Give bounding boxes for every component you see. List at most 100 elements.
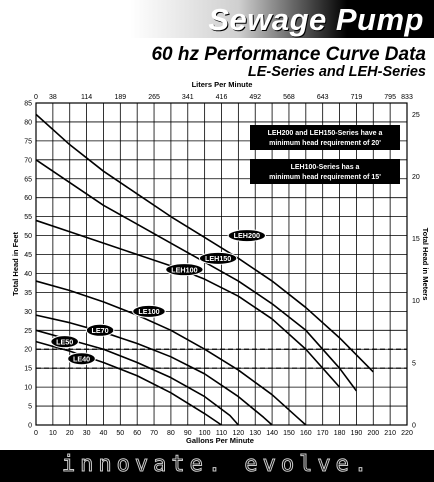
page-title: Sewage Pump bbox=[208, 2, 424, 37]
x-tick-150: 150 bbox=[283, 430, 295, 437]
y-tick-40: 40 bbox=[24, 271, 32, 278]
x2-tick-719: 719 bbox=[351, 94, 363, 101]
y-tick-30: 30 bbox=[24, 309, 32, 316]
x2-tick-341: 341 bbox=[182, 94, 194, 101]
series-line-le100 bbox=[35, 280, 307, 426]
series-badge-le40 bbox=[67, 352, 96, 366]
series-line-le40 bbox=[35, 340, 222, 426]
x2-tick-189: 189 bbox=[114, 94, 126, 101]
series-label-le100: LE100 bbox=[138, 307, 159, 316]
x-tick-110: 110 bbox=[216, 430, 227, 437]
y-tick-15: 15 bbox=[24, 366, 32, 373]
y2-tick-20: 20 bbox=[412, 174, 420, 181]
footer-tagline: innovate. evolve. bbox=[61, 452, 373, 478]
x-tick-80: 80 bbox=[167, 430, 175, 437]
y-tick-25: 25 bbox=[24, 328, 32, 335]
y-tick-5: 5 bbox=[28, 404, 32, 411]
x2-tick-568: 568 bbox=[283, 94, 295, 101]
performance-curve-chart: 0 10 20 30 40 50 60 70 80 90 100 110 120 130 140 150 160… bbox=[11, 80, 430, 445]
chart-subtitle: 60 hz Performance Curve Data bbox=[151, 44, 426, 65]
y-tick-70: 70 bbox=[24, 157, 32, 164]
x-tick-labels: 0 10 20 30 40 50 60 70 80 90 100 110 120 130 140 150 160… bbox=[34, 430, 413, 437]
note-2-line-1: LEH100-Series has a bbox=[291, 164, 360, 171]
y-tick-55: 55 bbox=[24, 214, 32, 221]
footer-bar bbox=[0, 450, 434, 482]
y-tick-20: 20 bbox=[24, 347, 32, 354]
x2-tick-114: 114 bbox=[81, 94, 92, 101]
y-tick-75: 75 bbox=[24, 138, 32, 145]
note-box-leh100: LEH100-Series has a minimum head require… bbox=[250, 159, 400, 184]
grid bbox=[35, 102, 408, 426]
x-tick-140: 140 bbox=[266, 430, 278, 437]
y-tick-50: 50 bbox=[24, 233, 32, 240]
x-tick-90: 90 bbox=[184, 430, 192, 437]
y2-tick-5: 5 bbox=[412, 360, 416, 367]
series-label-le70: LE70 bbox=[91, 326, 108, 335]
x-tick-200: 200 bbox=[367, 430, 379, 437]
y2-tick-25: 25 bbox=[412, 112, 420, 119]
note-2-line-2: minimum head requirement of 15' bbox=[269, 174, 381, 181]
y2-tick-15: 15 bbox=[412, 236, 420, 243]
x-tick-70: 70 bbox=[150, 430, 158, 437]
x2-tick-643: 643 bbox=[317, 94, 329, 101]
y2-tick-labels: 0 5 10 15 20 25 bbox=[412, 112, 420, 430]
plot-frame bbox=[35, 102, 408, 426]
x-tick-10: 10 bbox=[49, 430, 57, 437]
x-tick-180: 180 bbox=[334, 430, 346, 437]
x-tick-60: 60 bbox=[133, 430, 141, 437]
x2-tick-416: 416 bbox=[216, 94, 228, 101]
note-box-leh200-leh150: LEH200 and LEH150-Series have a minimum … bbox=[250, 125, 400, 150]
x2-tick-795: 795 bbox=[384, 94, 396, 101]
series-label-le40: LE40 bbox=[73, 354, 90, 363]
x-tick-130: 130 bbox=[249, 430, 261, 437]
x-tick-20: 20 bbox=[66, 430, 74, 437]
x-tick-220: 220 bbox=[401, 430, 413, 437]
series-badge-leh100 bbox=[165, 263, 204, 277]
x2-tick-265: 265 bbox=[148, 94, 160, 101]
reference-lines bbox=[36, 348, 407, 369]
note-1-line-2: minimum head requirement of 20' bbox=[269, 140, 381, 147]
x2-tick-833: 833 bbox=[401, 94, 413, 101]
y-tick-35: 35 bbox=[24, 290, 32, 297]
y-axis-label: Total Head in Feet bbox=[11, 231, 20, 296]
y2-axis-label: Total Head in Meters bbox=[421, 228, 430, 301]
series-badge-leh150 bbox=[198, 251, 238, 265]
x-tick-160: 160 bbox=[300, 430, 312, 437]
series-line-le70 bbox=[35, 314, 273, 426]
x-tick-100: 100 bbox=[199, 430, 211, 437]
y2-tick-0: 0 bbox=[412, 423, 416, 430]
title-banner: Sewage Pump bbox=[0, 0, 434, 38]
series-label-le50: LE50 bbox=[56, 337, 73, 346]
y-tick-labels: 0 5 10 15 20 25 30 35 40 45 50 55 60 65 70 75 80 85 bbox=[24, 101, 32, 430]
x-tick-190: 190 bbox=[351, 430, 363, 437]
x-tick-50: 50 bbox=[116, 430, 124, 437]
series-badge-le70 bbox=[85, 323, 115, 337]
x-tick-120: 120 bbox=[233, 430, 245, 437]
series-line-leh200 bbox=[35, 113, 374, 373]
x-tick-40: 40 bbox=[100, 430, 108, 437]
series-badge-leh200 bbox=[227, 229, 266, 243]
x-tick-210: 210 bbox=[384, 430, 396, 437]
series-label-leh150: LEH150 bbox=[205, 254, 231, 263]
y-tick-80: 80 bbox=[24, 119, 32, 126]
series-badge-le50 bbox=[50, 335, 79, 349]
y-tick-60: 60 bbox=[24, 195, 32, 202]
x-tick-0: 0 bbox=[34, 430, 38, 437]
series-label-leh200: LEH200 bbox=[234, 231, 260, 240]
y-tick-10: 10 bbox=[24, 385, 32, 392]
y-tick-45: 45 bbox=[24, 252, 32, 259]
series-subtitle: LE-Series and LEH-Series bbox=[247, 64, 426, 80]
x2-tick-0: 0 bbox=[34, 94, 38, 101]
y-tick-0: 0 bbox=[28, 423, 32, 430]
series-label-leh100: LEH100 bbox=[171, 265, 197, 274]
x-axis-label: Gallons Per Minute bbox=[186, 436, 254, 445]
y2-tick-10: 10 bbox=[412, 298, 420, 305]
y-tick-85: 85 bbox=[24, 101, 32, 108]
x-tick-170: 170 bbox=[317, 430, 329, 437]
x2-tick-labels: 0 38 114 189 265 341 416 492 568 643 719 795 833 bbox=[34, 94, 413, 101]
x2-tick-492: 492 bbox=[249, 94, 261, 101]
y-tick-65: 65 bbox=[24, 176, 32, 183]
note-1-line-1: LEH200 and LEH150-Series have a bbox=[268, 130, 383, 137]
x2-tick-38: 38 bbox=[49, 94, 57, 101]
